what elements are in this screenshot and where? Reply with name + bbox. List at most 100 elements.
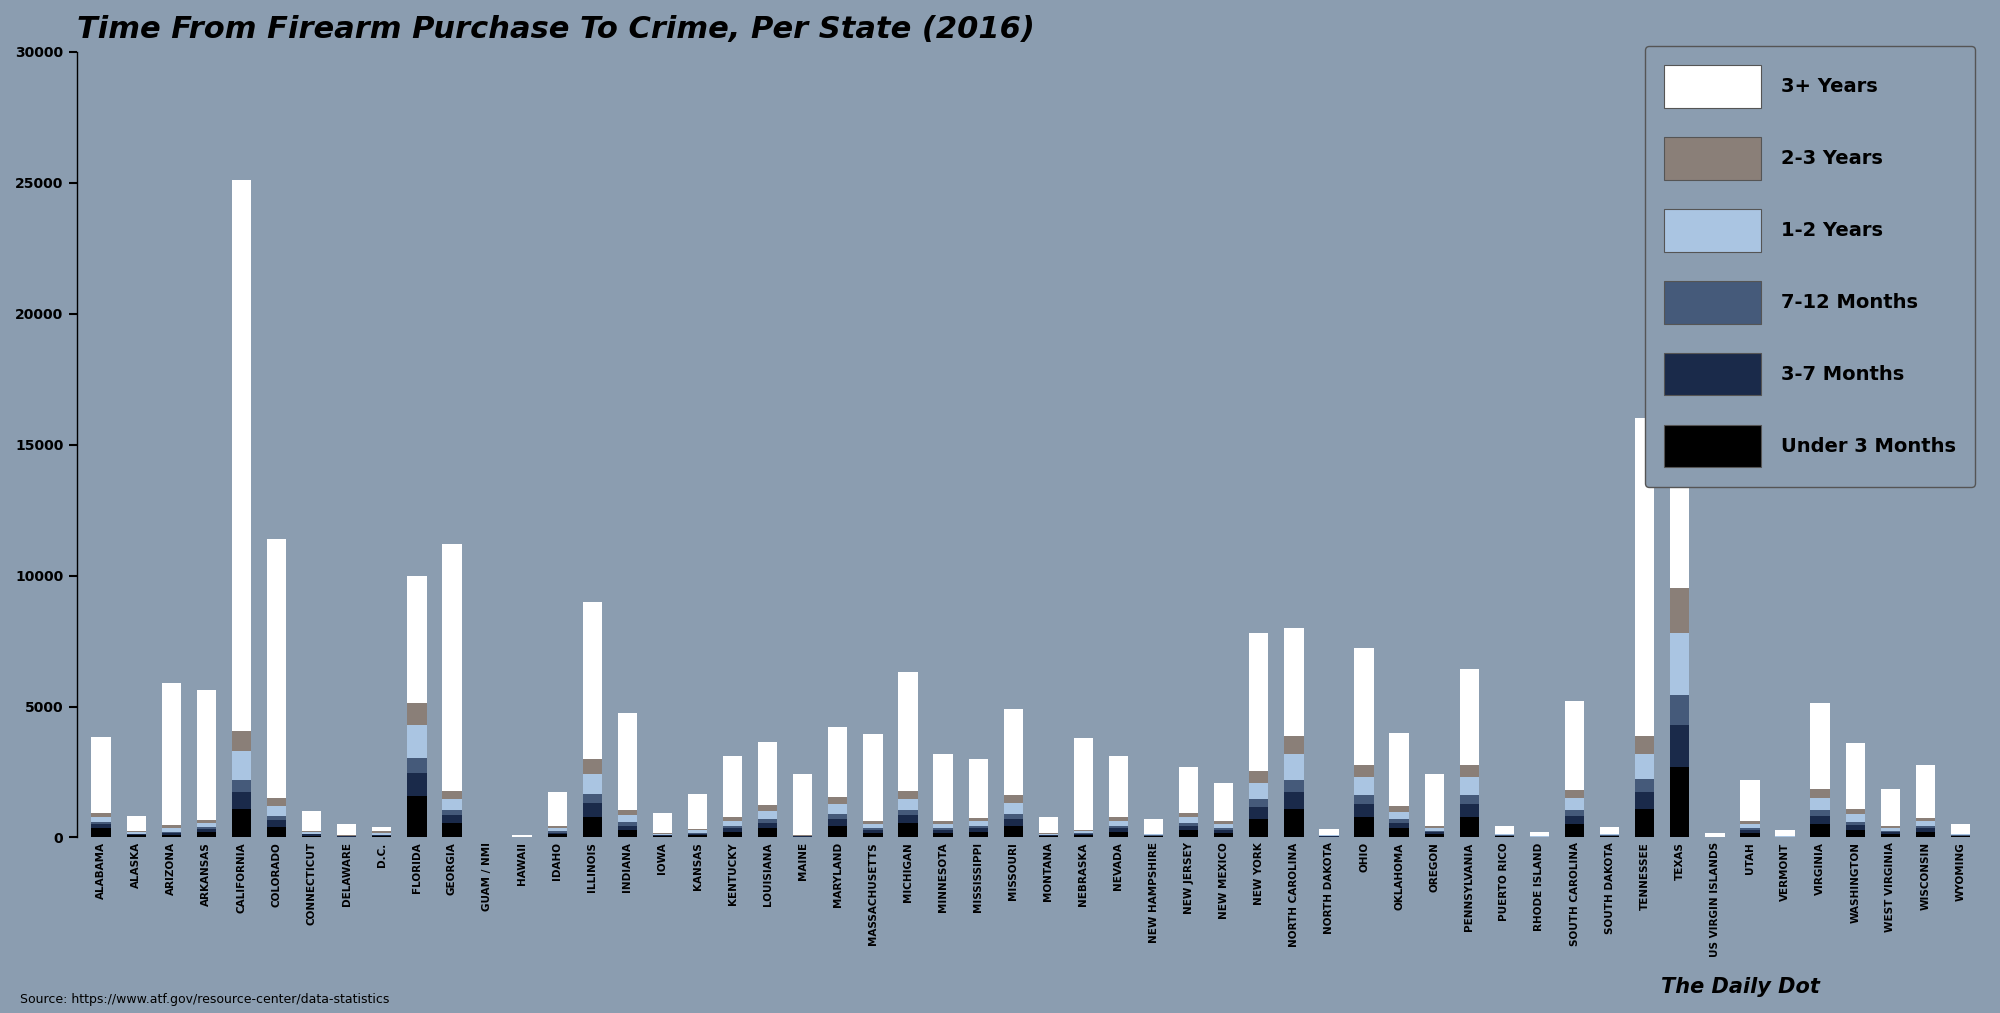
Bar — [582, 602, 602, 760]
Bar — [864, 821, 882, 824]
Bar — [1180, 767, 1198, 813]
Bar — [1424, 826, 1444, 828]
Bar — [722, 826, 742, 829]
Bar — [232, 792, 252, 808]
Bar — [1214, 782, 1234, 822]
Bar — [1636, 792, 1654, 808]
Bar — [1108, 817, 1128, 821]
Bar — [1214, 830, 1234, 833]
Bar — [582, 803, 602, 816]
Bar — [828, 726, 848, 797]
Bar — [1424, 774, 1444, 826]
Bar — [828, 820, 848, 826]
Bar — [722, 821, 742, 826]
Bar — [934, 754, 952, 821]
Bar — [688, 833, 708, 834]
Bar — [618, 713, 636, 810]
Bar — [582, 794, 602, 803]
Bar — [512, 835, 532, 837]
Bar — [934, 828, 952, 830]
Bar — [722, 817, 742, 821]
Bar — [548, 833, 566, 835]
Bar — [1740, 824, 1760, 828]
Bar — [968, 759, 988, 817]
Bar — [162, 835, 180, 838]
Bar — [126, 833, 146, 834]
Bar — [652, 812, 672, 833]
Bar — [1600, 835, 1620, 836]
Bar — [442, 791, 462, 799]
Bar — [442, 824, 462, 838]
Bar — [1494, 835, 1514, 836]
Bar — [1880, 833, 1900, 834]
Bar — [1740, 833, 1760, 838]
Bar — [1214, 822, 1234, 825]
Bar — [722, 757, 742, 817]
Bar — [828, 804, 848, 814]
Bar — [1214, 825, 1234, 829]
Bar — [758, 828, 778, 838]
Bar — [548, 792, 566, 827]
Bar — [442, 799, 462, 810]
Bar — [408, 773, 426, 795]
Bar — [688, 831, 708, 833]
Bar — [1250, 783, 1268, 799]
Bar — [898, 791, 918, 799]
Bar — [372, 836, 392, 838]
Bar — [126, 836, 146, 838]
Bar — [1846, 814, 1864, 822]
Bar — [1776, 830, 1794, 836]
Bar — [1004, 802, 1022, 813]
Bar — [1880, 834, 1900, 838]
Bar — [618, 826, 636, 831]
Bar — [372, 833, 392, 835]
Bar — [1038, 836, 1058, 838]
Bar — [1846, 809, 1864, 814]
Bar — [162, 826, 180, 828]
Bar — [688, 834, 708, 835]
Bar — [898, 799, 918, 810]
Bar — [1494, 826, 1514, 834]
Bar — [758, 819, 778, 823]
Bar — [864, 830, 882, 833]
Bar — [1354, 648, 1374, 765]
Bar — [1564, 701, 1584, 790]
Bar — [1600, 828, 1620, 834]
Bar — [1460, 765, 1478, 778]
Bar — [1004, 819, 1022, 826]
Bar — [1740, 821, 1760, 824]
Bar — [1424, 833, 1444, 834]
Bar — [934, 821, 952, 824]
Bar — [722, 832, 742, 838]
Bar — [126, 816, 146, 831]
Bar — [618, 831, 636, 838]
Bar — [232, 780, 252, 792]
Bar — [162, 683, 180, 826]
Bar — [758, 823, 778, 828]
Bar — [1950, 837, 1970, 838]
Bar — [232, 808, 252, 838]
Bar — [1214, 833, 1234, 838]
Bar — [266, 539, 286, 798]
Bar — [1180, 824, 1198, 827]
Bar — [618, 815, 636, 823]
Bar — [1810, 824, 1830, 838]
Bar — [1916, 766, 1936, 817]
Bar — [864, 824, 882, 828]
Bar — [1354, 765, 1374, 778]
Bar — [828, 826, 848, 838]
Bar — [1108, 829, 1128, 832]
Bar — [1354, 816, 1374, 838]
Bar — [266, 798, 286, 805]
Bar — [1250, 807, 1268, 819]
Bar — [1670, 314, 1690, 589]
Bar — [934, 830, 952, 833]
Bar — [1250, 799, 1268, 807]
Bar — [1074, 830, 1094, 831]
Bar — [1354, 795, 1374, 804]
Bar — [1636, 779, 1654, 792]
Bar — [722, 829, 742, 832]
Bar — [1880, 831, 1900, 833]
Legend: 3+ Years, 2-3 Years, 1-2 Years, 7-12 Months, 3-7 Months, Under 3 Months: 3+ Years, 2-3 Years, 1-2 Years, 7-12 Mon… — [1644, 46, 1976, 486]
Bar — [92, 829, 110, 838]
